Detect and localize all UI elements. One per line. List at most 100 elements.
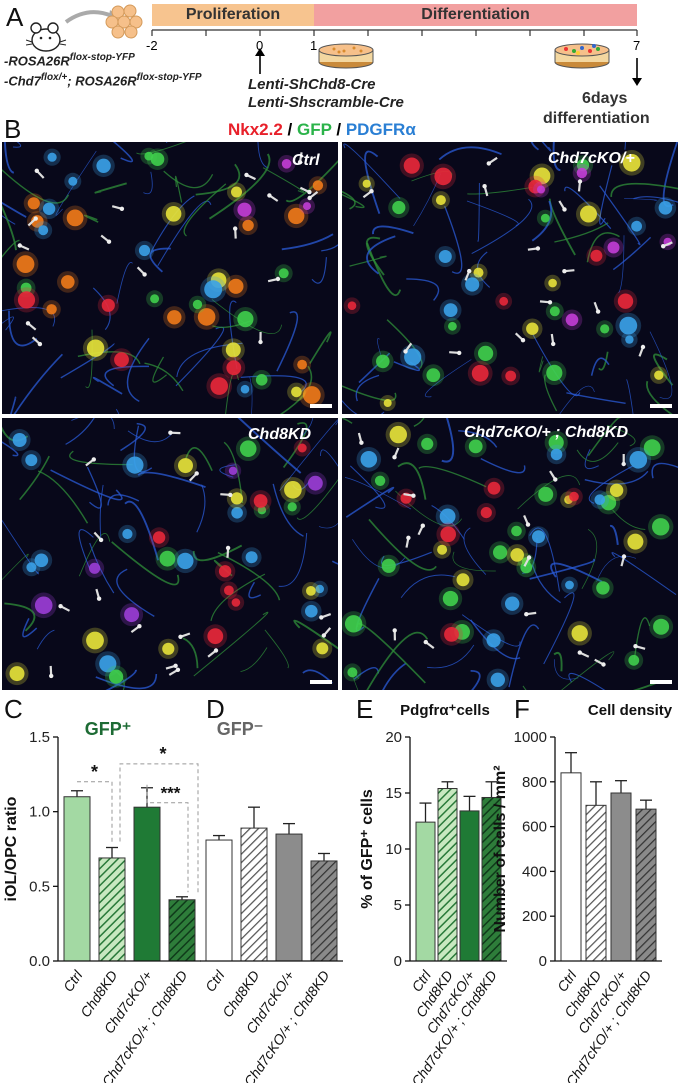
bar bbox=[437, 788, 458, 962]
cell-body bbox=[86, 631, 104, 650]
process-fiber bbox=[397, 462, 427, 500]
cell-body bbox=[627, 533, 644, 550]
process-fiber bbox=[554, 222, 609, 243]
process-fiber bbox=[55, 150, 97, 216]
cell-body bbox=[228, 466, 238, 475]
arrowhead-marker-icon bbox=[142, 272, 147, 277]
cell-body bbox=[287, 502, 297, 512]
x-tick-label: Ctrl bbox=[60, 967, 86, 995]
timeline-axis bbox=[151, 29, 642, 86]
process-fiber bbox=[3, 142, 15, 174]
cell-body bbox=[538, 486, 554, 502]
process-fiber bbox=[299, 418, 313, 439]
process-fiber bbox=[272, 483, 304, 537]
arrowhead-marker-icon bbox=[225, 545, 231, 551]
chart-title: GFP⁺ bbox=[85, 719, 132, 739]
cell-body bbox=[240, 384, 250, 394]
process-fiber bbox=[95, 673, 158, 690]
cell-body bbox=[443, 303, 458, 317]
process-fiber bbox=[2, 239, 20, 258]
process-fiber bbox=[2, 204, 17, 251]
cell-body bbox=[178, 458, 193, 474]
panel-letter-a: A bbox=[6, 2, 24, 32]
process-fiber bbox=[543, 592, 575, 665]
arrowhead-marker-icon bbox=[58, 604, 63, 609]
cell-body bbox=[291, 386, 302, 398]
cell-body bbox=[505, 596, 520, 611]
arrowhead-marker-icon bbox=[213, 648, 219, 653]
process-fiber bbox=[471, 198, 533, 255]
cell-body bbox=[404, 348, 422, 366]
process-fiber bbox=[529, 558, 596, 580]
cell-body bbox=[421, 437, 434, 450]
process-fiber bbox=[13, 353, 63, 414]
cell-body bbox=[549, 306, 560, 317]
arrowhead-marker-icon bbox=[551, 341, 556, 347]
process-fiber bbox=[552, 142, 561, 172]
process-fiber bbox=[418, 465, 487, 488]
cell-body bbox=[580, 205, 597, 223]
process-fiber bbox=[71, 418, 115, 430]
process-fiber bbox=[127, 430, 174, 443]
x-tick-label: Ctrl bbox=[202, 967, 228, 995]
cell-body bbox=[207, 628, 224, 645]
micrograph-chd7ckoplus bbox=[342, 142, 678, 414]
arrowhead-marker-icon bbox=[640, 344, 646, 350]
cell-body bbox=[569, 491, 579, 502]
cell-body bbox=[12, 433, 27, 447]
micrograph-ctrl bbox=[2, 142, 338, 414]
process-fiber bbox=[355, 374, 380, 402]
y-axis-label: Number of cells / mm² bbox=[492, 765, 509, 932]
arrowhead-marker-icon bbox=[526, 555, 532, 560]
arrowhead-marker-icon bbox=[601, 662, 606, 667]
cell-body bbox=[658, 201, 673, 215]
y-axis-label: iOL/OPC ratio bbox=[3, 796, 20, 901]
arrowhead-marker-icon bbox=[535, 246, 541, 251]
arrowhead-marker-icon bbox=[423, 639, 428, 645]
tick-label: 7 bbox=[633, 38, 641, 53]
process-fiber bbox=[92, 376, 123, 395]
cell-body bbox=[571, 625, 588, 642]
arrowhead-marker-icon bbox=[520, 338, 526, 343]
cell-body bbox=[210, 377, 228, 395]
cell-body bbox=[192, 299, 203, 310]
arrowhead-marker-icon bbox=[595, 309, 601, 314]
cell-body bbox=[622, 154, 641, 172]
cell-body bbox=[437, 544, 448, 555]
arrowhead-marker-icon bbox=[119, 206, 125, 211]
y-tick-label: 1.5 bbox=[29, 729, 50, 746]
process-fiber bbox=[599, 185, 641, 246]
arrowhead-marker-icon bbox=[661, 244, 666, 249]
cell-body bbox=[403, 157, 420, 174]
cell-body bbox=[109, 669, 124, 684]
tick-label: 1 bbox=[310, 38, 318, 53]
arrowhead-marker-icon bbox=[369, 189, 374, 194]
process-fiber bbox=[352, 539, 406, 569]
cell-body bbox=[124, 607, 140, 623]
arrowhead-marker-icon bbox=[175, 667, 181, 672]
cell-body bbox=[389, 425, 407, 444]
cell-body bbox=[197, 308, 216, 326]
cell-body bbox=[66, 209, 84, 227]
process-fiber bbox=[612, 509, 646, 530]
cell-body bbox=[38, 225, 49, 236]
significance-star: * bbox=[91, 762, 98, 782]
process-fiber bbox=[124, 500, 159, 561]
cell-body bbox=[101, 298, 115, 312]
process-fiber bbox=[544, 374, 558, 412]
process-fiber bbox=[282, 422, 308, 468]
cell-body bbox=[347, 301, 357, 310]
process-fiber bbox=[531, 200, 553, 242]
cell-body bbox=[600, 324, 610, 334]
bar bbox=[310, 860, 338, 962]
cell-body bbox=[89, 562, 101, 574]
arrowhead-marker-icon bbox=[411, 493, 416, 498]
cell-body bbox=[426, 368, 441, 383]
process-fiber bbox=[184, 447, 213, 472]
process-fiber bbox=[2, 519, 39, 575]
process-fiber bbox=[249, 377, 253, 414]
cell-body bbox=[493, 545, 508, 560]
process-fiber bbox=[609, 525, 619, 546]
process-fiber bbox=[2, 441, 19, 457]
